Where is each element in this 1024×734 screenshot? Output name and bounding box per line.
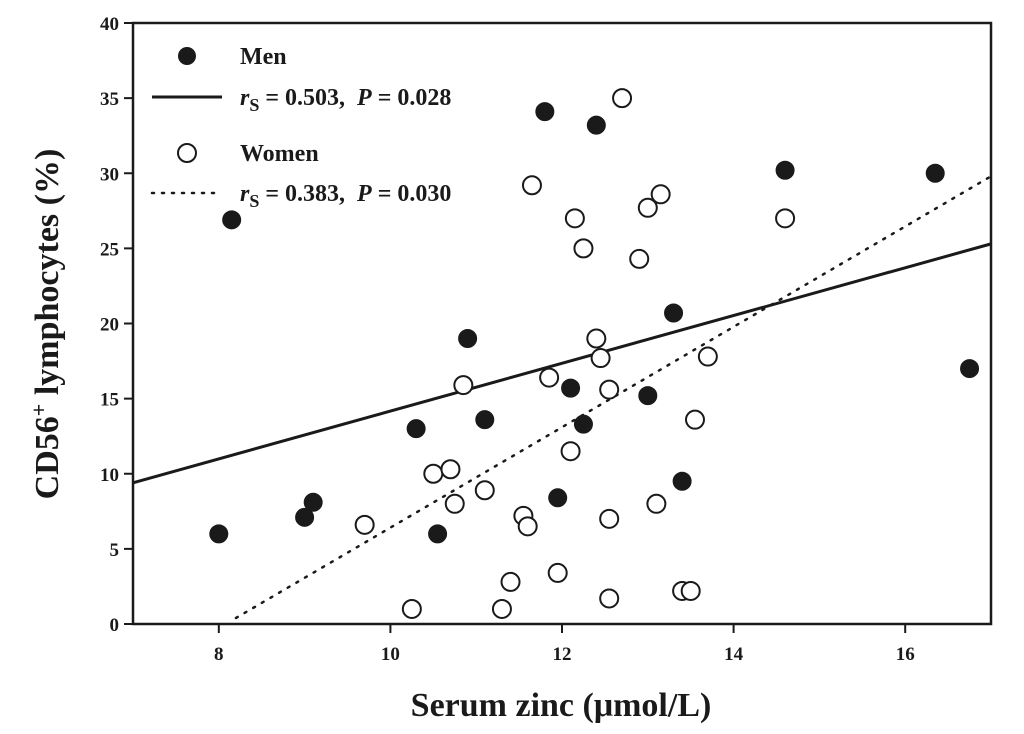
data-point-men [295, 507, 315, 527]
plot-border [131, 21, 993, 626]
y-tick-label: 15 [100, 390, 119, 411]
x-tick-label: 12 [553, 644, 572, 665]
data-point-men [535, 102, 555, 122]
data-point-women [440, 459, 461, 480]
x-tick-label: 14 [724, 644, 744, 665]
data-point-men [561, 378, 581, 398]
y-axis-title-main: CD56 [29, 416, 66, 499]
regression-line-women [234, 175, 993, 620]
data-point-women [650, 184, 671, 205]
data-point-men [458, 329, 478, 349]
data-point-men [672, 471, 692, 491]
data-point-women [590, 348, 611, 369]
data-point-men [573, 414, 593, 434]
x-axis-title: Serum zinc (μmol/L) [411, 687, 712, 724]
legend-women-p: P [356, 181, 372, 207]
y-axis: 0 5 10 15 20 25 30 35 40 [100, 14, 133, 636]
data-point-women [474, 480, 495, 501]
legend-men-stats: rS = 0.503, P = 0.028 [240, 85, 451, 115]
data-point-women [517, 516, 538, 537]
data-point-women [612, 88, 633, 109]
data-point-men [406, 419, 426, 439]
legend-women-label: Women [240, 141, 319, 167]
data-point-women [684, 409, 705, 430]
regression-lines [132, 175, 993, 620]
legend: Men rS = 0.503, P = 0.028 Women rS = 0.3… [150, 44, 451, 211]
y-axis-title: CD56+ lymphocytes (%) [26, 149, 66, 500]
data-point-women [491, 598, 512, 619]
legend-women-marker [177, 143, 197, 163]
data-point-women [697, 346, 718, 367]
plot-frame [131, 21, 993, 626]
data-point-men [638, 386, 658, 406]
data-point-men [209, 524, 229, 544]
data-point-men [925, 163, 945, 183]
data-point-women [599, 508, 620, 529]
legend-women-r-value: = 0.383, [259, 181, 357, 207]
y-tick-label: 35 [100, 89, 119, 110]
y-tick-label: 20 [100, 315, 119, 336]
y-tick-label: 5 [110, 540, 120, 561]
data-point-women [637, 197, 658, 218]
data-point-women [453, 375, 474, 396]
legend-women-r-sub: S [249, 191, 259, 211]
data-point-men [664, 303, 684, 323]
data-point-women [560, 441, 581, 462]
x-tick-label: 8 [214, 644, 224, 665]
data-point-men [475, 410, 495, 430]
data-points [209, 88, 980, 619]
data-point-men [222, 210, 242, 230]
data-point-women [539, 367, 560, 388]
data-point-women [423, 463, 444, 484]
data-point-women [680, 580, 701, 601]
data-point-men [303, 492, 323, 512]
y-tick-label: 10 [100, 465, 119, 486]
data-point-women [354, 514, 375, 535]
data-point-women [599, 588, 620, 609]
data-point-women [500, 571, 521, 592]
y-tick-label: 0 [110, 615, 120, 636]
x-tick-label: 16 [896, 644, 915, 665]
data-point-women [401, 598, 422, 619]
data-point-women [646, 493, 667, 514]
data-point-women [564, 208, 585, 229]
data-point-women [547, 562, 568, 583]
legend-men-p: P [356, 85, 372, 111]
y-axis-title-rest: lymphocytes (%) [29, 149, 66, 404]
legend-men-label: Men [240, 44, 287, 70]
y-tick-label: 40 [100, 14, 119, 35]
x-tick-label: 10 [381, 644, 400, 665]
regression-line-men [132, 242, 992, 485]
legend-men-r: r [240, 85, 250, 111]
legend-women-p-value: = 0.030 [372, 181, 452, 207]
data-point-men [428, 524, 448, 544]
legend-women-r: r [240, 181, 250, 207]
data-point-women [775, 208, 796, 229]
data-point-women [521, 175, 542, 196]
legend-women-stats: rS = 0.383, P = 0.030 [240, 181, 451, 211]
data-point-women [573, 238, 594, 259]
data-point-women [599, 379, 620, 400]
y-tick-label: 25 [100, 239, 119, 260]
data-point-women [444, 493, 465, 514]
data-point-women [586, 328, 607, 349]
legend-men-r-value: = 0.503, [259, 85, 357, 111]
data-point-women [629, 248, 650, 269]
legend-men-p-value: = 0.028 [372, 85, 452, 111]
data-point-men [586, 115, 606, 135]
data-point-men [960, 359, 980, 379]
legend-men-r-sub: S [249, 95, 259, 115]
data-point-men [775, 160, 795, 180]
y-tick-label: 30 [100, 164, 119, 185]
legend-men-marker [178, 47, 196, 65]
y-axis-title-sup: + [26, 404, 51, 417]
x-axis: 8 10 12 14 16 [214, 624, 915, 665]
data-point-men [548, 488, 568, 508]
